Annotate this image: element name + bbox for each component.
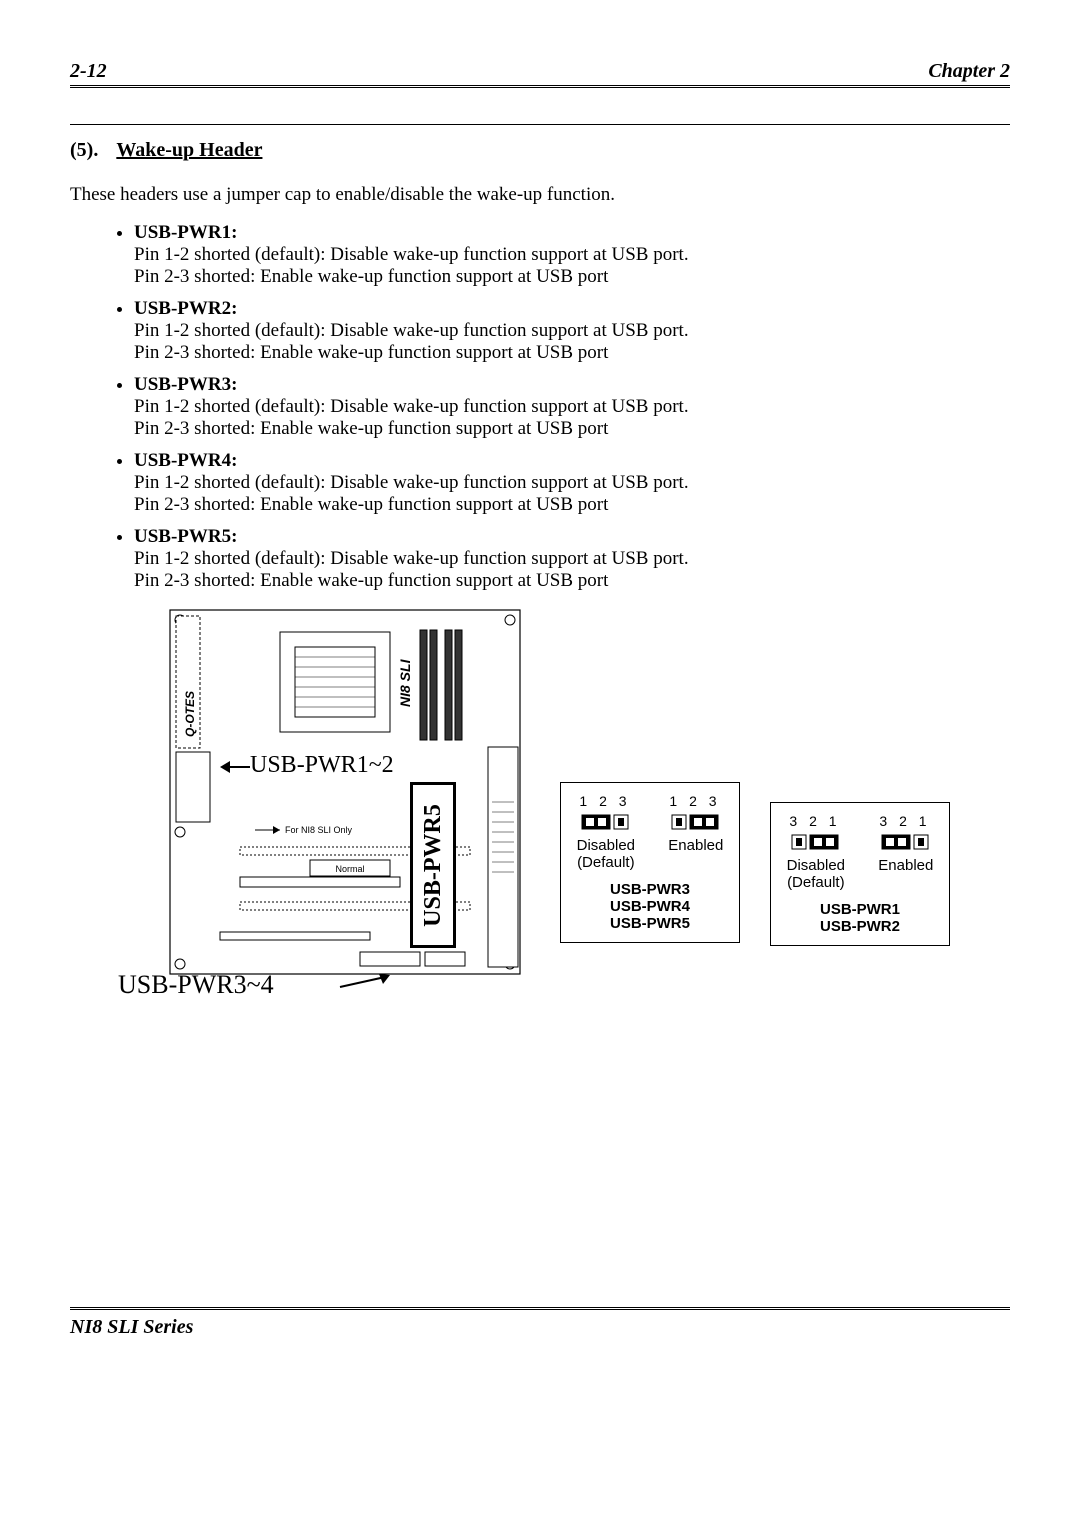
section-intro: These headers use a jumper cap to enable…	[70, 184, 1010, 206]
item-label: USB-PWR4:	[134, 450, 237, 471]
item-label: USB-PWR2:	[134, 298, 237, 319]
jumper-box-345: 1 2 3 1 2 3 Disabled (Default)	[560, 782, 740, 943]
list-item: USB-PWR5: Pin 1-2 shorted (default): Dis…	[134, 526, 1010, 592]
section-number: (5).	[70, 139, 98, 162]
section-rule	[70, 124, 1010, 125]
jumper-box-12: 3 2 1 3 2 1 Disabled (Default)	[770, 802, 950, 946]
jumper-name: USB-PWR4	[575, 898, 725, 915]
item-desc: Pin 1-2 shorted (default): Disable wake-…	[134, 320, 1010, 342]
arrow-icon	[220, 752, 260, 782]
pin-numbers-row: 3 2 1 3 2 1	[785, 813, 935, 829]
footer-text: NI8 SLI Series	[70, 1316, 193, 1338]
item-desc: Pin 1-2 shorted (default): Disable wake-…	[134, 548, 1010, 570]
jumper-name: USB-PWR5	[575, 915, 725, 932]
item-desc: Pin 1-2 shorted (default): Disable wake-…	[134, 472, 1010, 494]
mobo-svg: NI8 SLI Q-OTES Normal For NI8 SLI Only	[110, 602, 530, 1022]
item-desc: Pin 1-2 shorted (default): Disable wake-…	[134, 396, 1010, 418]
state-text: Disabled	[787, 857, 845, 874]
state-text: Enabled	[878, 857, 933, 891]
page-header: 2-12 Chapter 2	[70, 60, 1010, 88]
list-item: USB-PWR2: Pin 1-2 shorted (default): Dis…	[134, 298, 1010, 364]
pins-num: 3 2 1	[789, 813, 840, 829]
state-text: Enabled	[668, 837, 723, 871]
svg-text:Normal: Normal	[335, 864, 364, 874]
state-labels-row: Disabled (Default) Enabled	[575, 837, 725, 871]
jumper-names: USB-PWR3 USB-PWR4 USB-PWR5	[575, 881, 725, 932]
header-list: USB-PWR1: Pin 1-2 shorted (default): Dis…	[70, 222, 1010, 592]
state-text: Disabled	[577, 837, 635, 854]
item-desc: Pin 2-3 shorted: Enable wake-up function…	[134, 266, 1010, 288]
item-desc: Pin 2-3 shorted: Enable wake-up function…	[134, 342, 1010, 364]
mobo-diagram-wrap: NI8 SLI Q-OTES Normal For NI8 SLI Only	[110, 602, 530, 1027]
jumper-name: USB-PWR1	[785, 901, 935, 918]
svg-text:Q-OTES: Q-OTES	[183, 691, 197, 737]
jumper-enabled-icon	[670, 813, 720, 831]
list-item: USB-PWR1: Pin 1-2 shorted (default): Dis…	[134, 222, 1010, 288]
jumper-enabled-icon	[880, 833, 930, 851]
callout-usb-pwr5: USB-PWR5	[410, 782, 456, 948]
pins-num: 1 2 3	[669, 793, 720, 809]
jumper-disabled-icon	[790, 833, 840, 851]
item-desc: Pin 2-3 shorted: Enable wake-up function…	[134, 570, 1010, 592]
jumper-names: USB-PWR1 USB-PWR2	[785, 901, 935, 935]
svg-text:NI8 SLI: NI8 SLI	[397, 658, 413, 707]
jumper-name: USB-PWR2	[785, 918, 935, 935]
jumper-graphics-row	[785, 833, 935, 853]
pins-num: 1 2 3	[579, 793, 630, 809]
arrow-icon	[335, 972, 395, 1002]
item-desc: Pin 2-3 shorted: Enable wake-up function…	[134, 418, 1010, 440]
item-desc: Pin 1-2 shorted (default): Disable wake-…	[134, 244, 1010, 266]
state-text: (Default)	[577, 854, 635, 871]
list-item: USB-PWR4: Pin 1-2 shorted (default): Dis…	[134, 450, 1010, 516]
list-item: USB-PWR3: Pin 1-2 shorted (default): Dis…	[134, 374, 1010, 440]
pin-numbers-row: 1 2 3 1 2 3	[575, 793, 725, 809]
section-title: Wake-up Header	[116, 139, 262, 162]
figures-row: NI8 SLI Q-OTES Normal For NI8 SLI Only	[70, 602, 1010, 1027]
item-desc: Pin 2-3 shorted: Enable wake-up function…	[134, 494, 1010, 516]
header-chapter: Chapter 2	[928, 60, 1010, 83]
header-page-num: 2-12	[70, 60, 107, 83]
pins-num: 3 2 1	[879, 813, 930, 829]
jumper-graphics-row	[575, 813, 725, 833]
item-label: USB-PWR5:	[134, 526, 237, 547]
state-label: Disabled (Default)	[787, 857, 845, 891]
callout-usb-pwr5-text: USB-PWR5	[420, 804, 447, 927]
item-label: USB-PWR1:	[134, 222, 237, 243]
section-heading: (5). Wake-up Header	[70, 139, 1010, 162]
state-text: (Default)	[787, 874, 845, 891]
jumper-name: USB-PWR3	[575, 881, 725, 898]
callout-usb-pwr12: USB-PWR1~2	[250, 752, 394, 779]
state-label: Disabled (Default)	[577, 837, 635, 871]
jumper-disabled-icon	[580, 813, 630, 831]
callout-usb-pwr34: USB-PWR3~4	[118, 970, 274, 1000]
item-label: USB-PWR3:	[134, 374, 237, 395]
state-labels-row: Disabled (Default) Enabled	[785, 857, 935, 891]
svg-text:For NI8 SLI Only: For NI8 SLI Only	[285, 825, 353, 835]
page-footer: NI8 SLI Series	[70, 1307, 1010, 1339]
